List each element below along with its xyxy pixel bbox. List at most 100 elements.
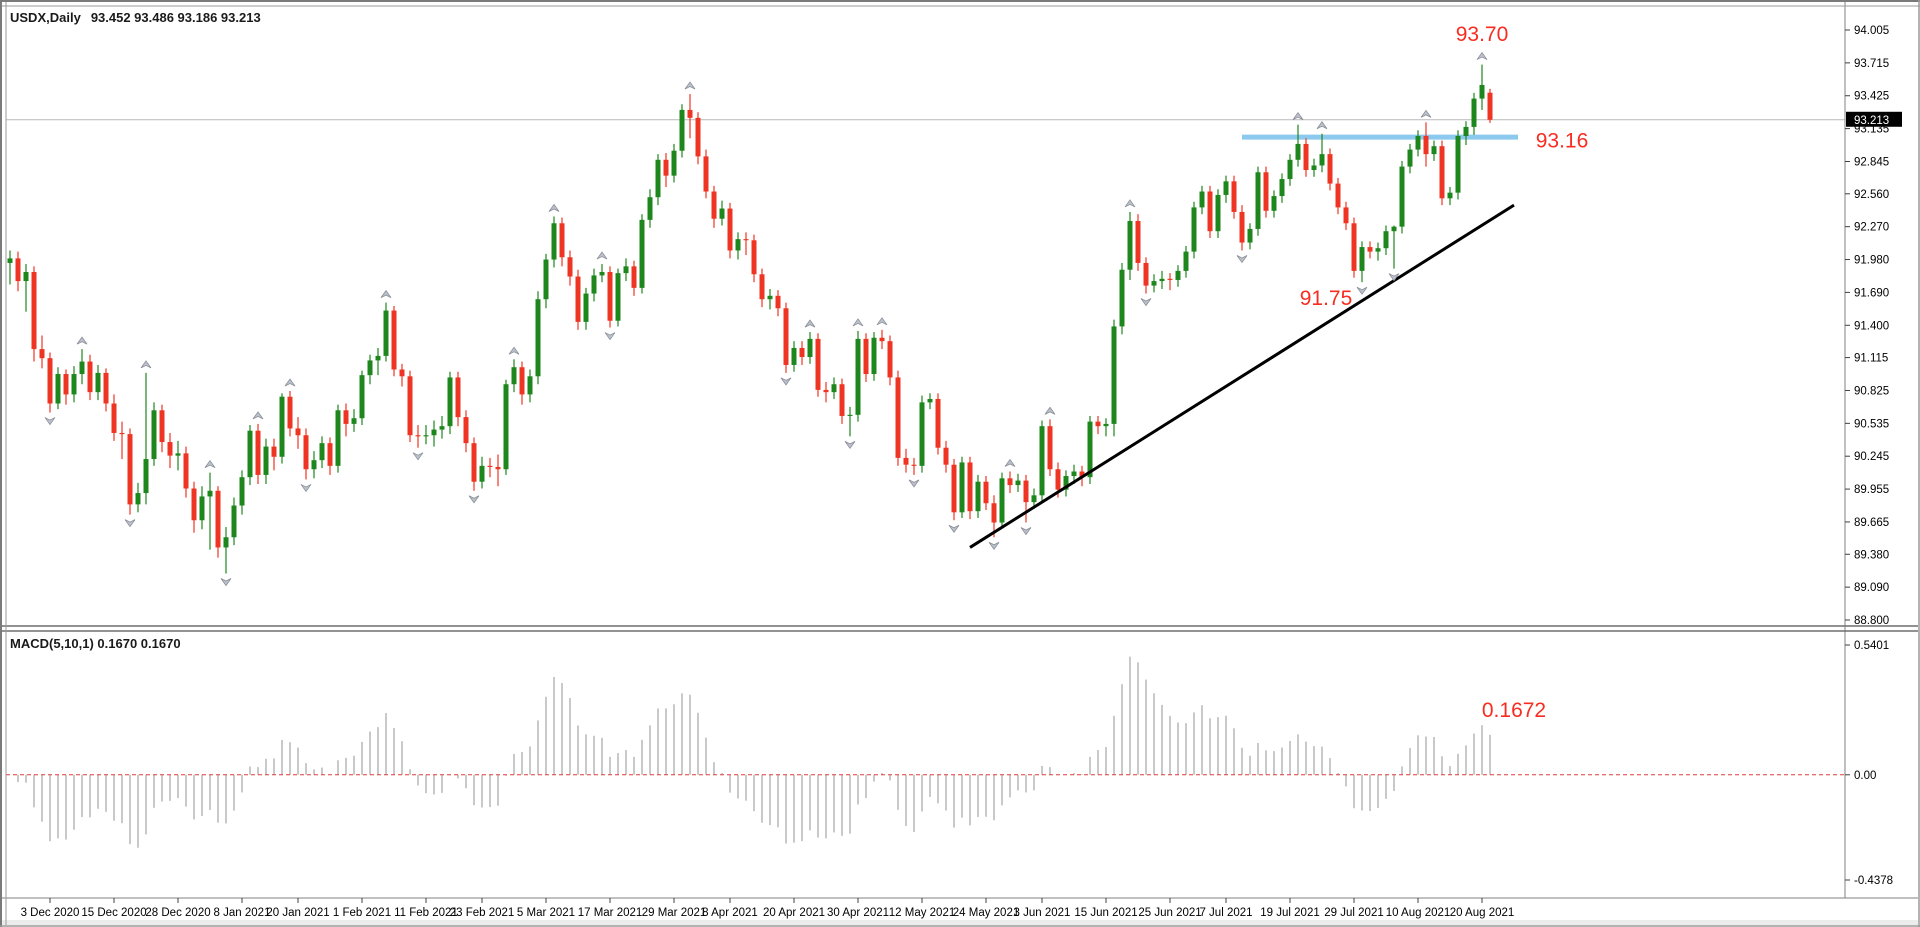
- price-annotation[interactable]: 91.75: [1300, 287, 1353, 310]
- candle: [1255, 172, 1261, 229]
- date-axis-label: 15 Jun 2021: [1074, 907, 1137, 919]
- candle: [311, 460, 317, 470]
- ohlc-readout: 93.452 93.486 93.186 93.213: [90, 10, 261, 25]
- price-axis-label: 89.955: [1854, 484, 1889, 496]
- candle: [815, 338, 821, 390]
- candle: [671, 150, 677, 176]
- candle: [215, 490, 221, 548]
- candle: [1455, 135, 1461, 193]
- trendline[interactable]: [969, 203, 1515, 549]
- candle: [1159, 278, 1165, 282]
- candle: [159, 410, 165, 443]
- candle: [959, 462, 965, 513]
- candle: [463, 417, 469, 444]
- candle: [1279, 179, 1285, 197]
- fractal-down-arrow: [1020, 527, 1032, 536]
- candle: [711, 191, 717, 219]
- price-axis-label: 92.845: [1854, 156, 1889, 168]
- candle: [1055, 469, 1061, 490]
- candle: [687, 109, 693, 118]
- date-axis-label: 8 Jan 2021: [214, 907, 271, 919]
- price-axis-label: 91.400: [1854, 320, 1889, 332]
- candle: [591, 275, 597, 294]
- candle: [535, 299, 541, 377]
- candle: [431, 429, 437, 436]
- candle: [1143, 262, 1149, 286]
- candle: [455, 377, 461, 418]
- candle: [1007, 478, 1013, 486]
- fractal-up-arrow: [684, 81, 696, 90]
- bottom-strip: [2, 920, 1918, 925]
- fractal-down-arrow: [844, 441, 856, 450]
- candle: [1287, 159, 1293, 180]
- candle: [831, 384, 837, 393]
- macd-axis-label: 0.00: [1854, 770, 1876, 782]
- date-axis-label: 20 Aug 2021: [1450, 907, 1515, 919]
- candle: [1183, 251, 1189, 271]
- fractal-down-arrow: [1356, 286, 1368, 295]
- candle: [919, 402, 925, 466]
- candle: [55, 374, 61, 404]
- candle: [983, 481, 989, 504]
- candle: [127, 434, 133, 505]
- price-axis-label: 89.090: [1854, 582, 1889, 594]
- candle: [295, 428, 301, 436]
- candle: [255, 430, 261, 475]
- candle: [1175, 270, 1181, 280]
- candle: [927, 398, 933, 403]
- candle: [991, 503, 997, 523]
- price-axis-label: 91.115: [1854, 353, 1888, 365]
- candle: [447, 377, 453, 427]
- fractal-up-arrow: [140, 360, 152, 369]
- candle: [359, 375, 365, 419]
- candle: [1479, 84, 1485, 99]
- date-axis-label: 12 May 2021: [889, 907, 956, 919]
- candle: [1039, 426, 1045, 496]
- price-annotation[interactable]: 93.70: [1456, 23, 1509, 46]
- candle: [639, 219, 645, 288]
- candle: [247, 430, 253, 478]
- candle: [199, 496, 205, 521]
- candle: [695, 117, 701, 157]
- chart-title: USDX,Daily 93.452 93.486 93.186 93.213: [10, 10, 261, 25]
- candle: [335, 410, 341, 466]
- candle: [615, 273, 621, 321]
- candle: [343, 410, 349, 424]
- candle: [1127, 220, 1133, 270]
- fractal-up-arrow: [876, 317, 888, 326]
- candle: [839, 384, 845, 416]
- candle: [239, 477, 245, 506]
- price-axis-label: 89.665: [1854, 517, 1889, 529]
- candle: [967, 462, 973, 512]
- candle: [807, 338, 813, 358]
- candle: [999, 478, 1005, 523]
- candle: [1247, 228, 1253, 243]
- candle: [879, 337, 885, 342]
- date-axis-label: 5 Mar 2021: [517, 907, 575, 919]
- candle: [503, 384, 509, 470]
- macd-axis-label: -0.4378: [1854, 875, 1893, 887]
- macd-annotation[interactable]: 0.1672: [1482, 699, 1546, 722]
- fractal-down-arrow: [468, 495, 480, 504]
- candle: [1271, 196, 1277, 211]
- date-axis-label: 8 Apr 2021: [702, 907, 758, 919]
- candle: [271, 446, 277, 457]
- candle: [575, 276, 581, 322]
- candle: [719, 208, 725, 219]
- candle: [135, 493, 141, 505]
- candle: [1151, 281, 1157, 286]
- fractal-up-arrow: [548, 203, 560, 212]
- candle: [1071, 471, 1077, 477]
- candle: [623, 266, 629, 274]
- candle: [471, 443, 477, 482]
- candle: [863, 338, 869, 375]
- candle: [631, 266, 637, 288]
- candle: [423, 435, 429, 437]
- candle: [903, 457, 909, 465]
- price-axis-label: 93.425: [1854, 91, 1889, 103]
- price-annotation[interactable]: 93.16: [1536, 130, 1589, 153]
- fractal-up-arrow: [508, 346, 520, 355]
- date-axis-label: 11 Feb 2021: [394, 907, 458, 919]
- candle: [511, 367, 517, 385]
